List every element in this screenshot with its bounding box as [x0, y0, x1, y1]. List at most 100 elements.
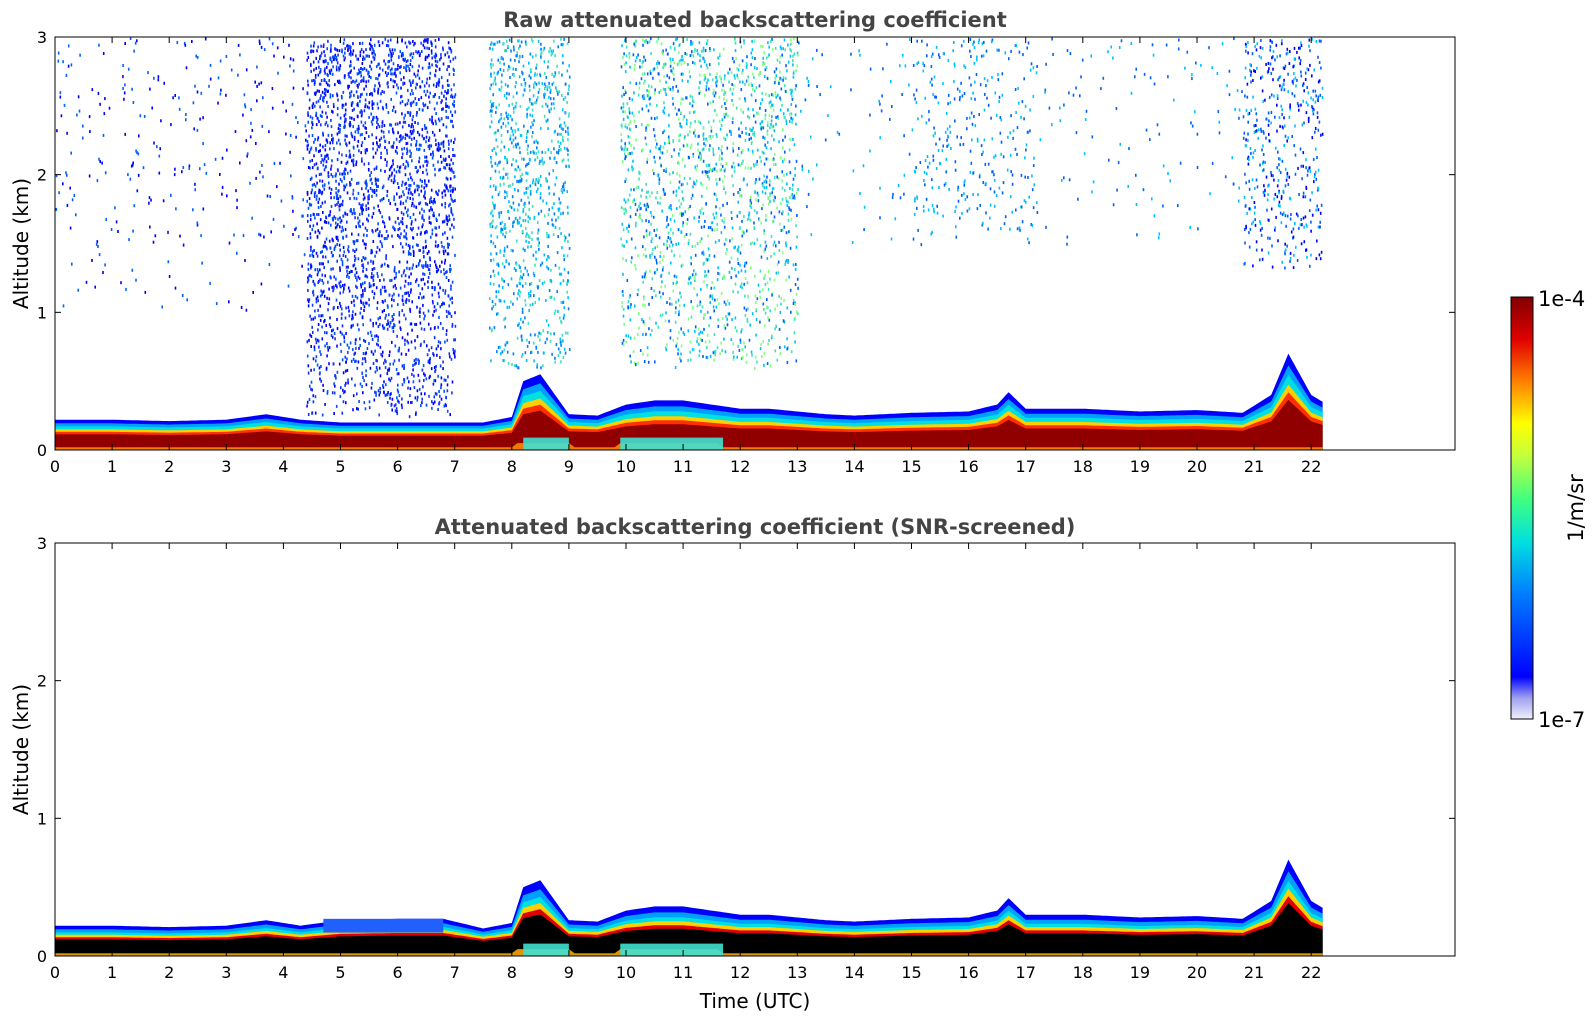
panel-raw-noise-speck: [750, 206, 753, 210]
panel-raw-noise-speck: [740, 121, 742, 125]
panel-raw-noise-speck: [386, 401, 389, 404]
panel-raw-noise-speck: [427, 280, 429, 284]
panel-raw-noise-speck: [628, 141, 631, 145]
panel-raw-noise-speck: [680, 344, 683, 348]
panel-raw-noise-speck: [390, 403, 393, 407]
panel-raw-noise-speck: [426, 203, 429, 206]
panel-raw-noise-speck: [741, 328, 743, 332]
panel-raw-noise-speck: [343, 336, 346, 340]
panel-raw-noise-speck: [379, 323, 381, 326]
panel-raw-noise-speck: [343, 120, 346, 124]
panel-raw-noise-speck: [408, 299, 410, 303]
panel-raw-noise-speck: [355, 284, 357, 288]
panel-raw-noise-speck: [513, 267, 516, 270]
panel-raw-noise-speck: [532, 253, 535, 257]
panel-raw-noise-speck: [324, 88, 326, 91]
panel-raw-noise-speck: [435, 347, 438, 351]
panel-raw-noise-speck: [347, 305, 350, 309]
panel-raw-noise-speck: [642, 245, 644, 249]
panel-raw-noise-speck: [777, 116, 780, 120]
panel-raw-noise-speck: [789, 171, 792, 175]
panel-raw-noise-speck: [437, 268, 440, 272]
panel-raw-noise-speck: [306, 404, 308, 408]
panel-raw-noise-speck: [701, 331, 704, 335]
panel-raw-noise-speck: [720, 341, 722, 345]
panel-raw-noise-speck: [508, 148, 510, 151]
panel-raw-noise-speck: [706, 345, 708, 349]
panel-raw-noise-speck: [548, 50, 550, 54]
panel-raw-noise-speck: [679, 174, 681, 178]
panel-raw-noise-speck: [749, 323, 751, 327]
panel-raw-noise-speck: [732, 147, 734, 151]
panel-raw-noise-speck: [386, 44, 388, 47]
panel-raw-noise-speck: [490, 252, 492, 256]
panel-raw-noise-speck: [645, 39, 647, 42]
panel-raw-noise-speck: [322, 59, 325, 63]
panel-raw-noise-speck: [389, 123, 392, 127]
panel-raw-noise-speck: [761, 125, 763, 129]
panel-raw-noise-speck: [412, 226, 414, 230]
panel-raw-noise-speck: [373, 49, 375, 53]
panel-raw-noise-speck: [656, 62, 658, 66]
panel-raw-noise-speck: [389, 68, 392, 72]
panel-raw-noise-speck: [335, 65, 338, 69]
panel-raw-noise-speck: [370, 76, 372, 79]
panel-raw-noise-speck: [356, 278, 358, 282]
panel-raw-noise-speck: [722, 83, 724, 87]
panel-raw-noise-speck: [795, 292, 798, 296]
panel-raw-noise-speck: [389, 362, 391, 366]
panel-raw-noise-speck: [308, 150, 311, 154]
panel-raw-noise-speck: [407, 250, 410, 254]
panel-raw-noise-speck: [384, 71, 387, 75]
panel-raw-noise-speck: [543, 280, 546, 284]
panel-raw-noise-speck: [362, 68, 364, 71]
panel-raw-noise-speck: [434, 93, 436, 97]
panel-raw-noise-speck: [313, 182, 315, 186]
panel-raw-noise-speck: [364, 246, 367, 250]
panel-raw-noise-speck: [331, 329, 333, 333]
panel-raw-noise-speck: [424, 192, 426, 196]
panel-raw-noise-speck: [493, 274, 496, 278]
panel-raw-noise-speck: [311, 126, 313, 130]
panel-raw-noise-speck: [647, 360, 650, 364]
panel-raw-noise-speck: [723, 220, 725, 224]
panel-raw-noise-speck: [700, 237, 703, 241]
panel-raw-noise-speck: [540, 42, 542, 46]
panel-raw-noise-speck: [402, 53, 404, 57]
panel-raw-noise-speck: [365, 84, 367, 88]
panel-raw-noise-speck: [309, 384, 311, 388]
panel-raw-noise-speck: [357, 191, 360, 195]
panel-raw-noise-speck: [445, 378, 447, 382]
panel-raw-noise-speck: [356, 57, 358, 61]
panel-raw-noise-speck: [750, 242, 752, 246]
panel-raw-noise-speck: [446, 218, 449, 222]
panel-raw-noise-speck: [339, 280, 342, 284]
panel-raw-noise-speck: [495, 295, 498, 299]
panel-raw-noise-speck: [344, 47, 346, 51]
panel-raw-noise-speck: [329, 56, 332, 60]
panel-raw-noise-speck: [631, 165, 633, 169]
panel-raw-noise-speck: [673, 274, 676, 278]
panel-raw-noise-speck: [530, 76, 532, 80]
panel-raw-noise-speck: [642, 352, 644, 356]
panel-raw-noise-speck: [350, 103, 353, 107]
panel-raw-noise-speck: [419, 54, 421, 58]
panel-raw-noise-speck: [703, 316, 705, 320]
panel-raw-noise-speck: [763, 174, 765, 178]
panel-raw-noise-speck: [440, 117, 443, 121]
panel-raw-noise-speck: [327, 308, 329, 312]
panel-raw-noise-speck: [728, 302, 731, 306]
panel-raw-noise-speck: [352, 316, 354, 320]
panel-raw-noise-speck: [338, 130, 340, 134]
panel-raw-noise-speck: [499, 160, 501, 164]
panel-raw-noise-speck: [440, 160, 443, 164]
panel-raw-noise-speck: [385, 254, 387, 258]
panel-raw-noise-speck: [683, 61, 686, 65]
panel-raw-noise-speck: [522, 247, 524, 251]
panel-raw-noise-speck: [352, 394, 355, 398]
panel-raw-noise-speck: [317, 166, 319, 170]
panel-raw-noise-speck: [715, 84, 718, 88]
panel-raw-noise-speck: [329, 246, 331, 250]
panel-raw-noise-speck: [346, 44, 348, 48]
panel-raw-noise-speck: [756, 111, 758, 115]
